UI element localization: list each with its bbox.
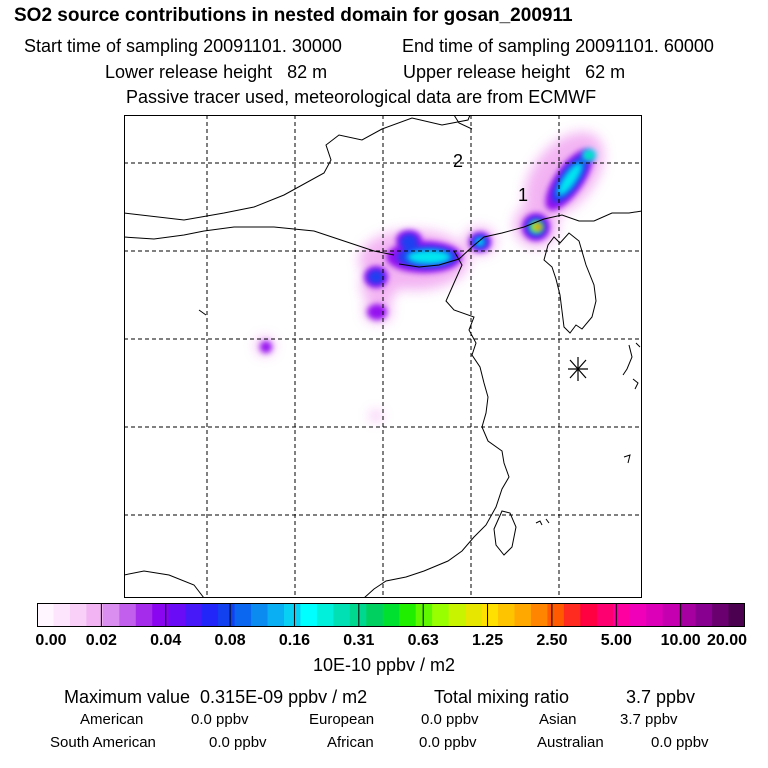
source-name-american: American	[80, 711, 144, 728]
coastline	[124, 115, 642, 598]
source-value-african: 0.0 ppbv	[419, 734, 477, 751]
colorbar-cell	[679, 603, 697, 627]
colorbar-cell	[119, 603, 137, 627]
source-name-asian: Asian	[539, 711, 577, 728]
colorbar-cell	[415, 603, 433, 627]
tracer-note: Passive tracer used, meteorological data…	[126, 87, 597, 107]
colorbar-cell	[69, 603, 87, 627]
plot-title: SO2 source contributions in nested domai…	[14, 5, 573, 26]
colorbar-cell	[498, 603, 516, 627]
colorbar-cell	[596, 603, 614, 627]
source-name-african: African	[327, 734, 374, 751]
end-time-label: End time of sampling 20091101. 60000	[402, 36, 714, 56]
colorbar-tick-label: 5.00	[600, 632, 632, 649]
upper-release-label: Upper release height 62 m	[403, 62, 626, 82]
source-value-australian: 0.0 ppbv	[651, 734, 709, 751]
colorbar-cell	[316, 603, 334, 627]
marker-label-2: 2	[453, 151, 463, 171]
colorbar-cell	[530, 603, 549, 627]
colorbar	[37, 603, 745, 627]
total-mixing-label: Total mixing ratio	[434, 687, 570, 707]
colorbar-cell	[37, 603, 55, 627]
colorbar-cell	[580, 603, 598, 627]
colorbar-cell	[728, 603, 745, 627]
colorbar-tick-label: 0.08	[214, 632, 246, 649]
colorbar-cell	[135, 603, 153, 627]
colorbar-tick-label: 10.00	[660, 632, 701, 649]
colorbar-cell	[218, 603, 236, 627]
colorbar-cell	[234, 603, 252, 627]
colorbar-tick-label: 1.25	[471, 632, 504, 649]
colorbar-cell	[185, 603, 203, 627]
max-value-label: Maximum value 0.315E-09 ppbv / m2	[64, 687, 368, 707]
source-name-australian: Australian	[537, 734, 604, 751]
colorbar-cell	[251, 603, 269, 627]
colorbar-cell	[382, 603, 400, 627]
lower-release-label: Lower release height 82 m	[105, 62, 328, 82]
station-star-icon	[568, 357, 588, 381]
colorbar-cell	[448, 603, 466, 627]
colorbar-tick-label: 0.63	[407, 632, 439, 649]
colorbar-tick-label: 0.00	[35, 632, 67, 649]
colorbar-cell	[547, 603, 565, 627]
colorbar-tick-label: 0.04	[150, 632, 182, 649]
colorbar-cell	[152, 603, 170, 627]
source-name-european: European	[309, 711, 375, 728]
colorbar-cell	[563, 603, 581, 627]
colorbar-cell	[712, 603, 730, 627]
colorbar-cell	[646, 603, 664, 627]
map-panel: 2 1	[124, 115, 642, 598]
source-name-south-american: South American	[50, 734, 156, 751]
colorbar-tick-label: 2.50	[536, 632, 568, 649]
colorbar-cell	[366, 603, 384, 627]
colorbar-cell	[465, 603, 483, 627]
colorbar-tick-label: 20.00	[706, 632, 748, 649]
colorbar-cell	[481, 603, 499, 627]
colorbar-cell	[695, 603, 713, 627]
colorbar-cell	[102, 603, 120, 627]
colorbar-cell	[283, 603, 302, 627]
marker-label-1: 1	[518, 185, 528, 205]
start-time-label: Start time of sampling 20091101. 30000	[24, 36, 342, 56]
colorbar-cell	[300, 603, 318, 627]
colorbar-tick-label: 0.16	[278, 632, 311, 649]
source-value-south-american: 0.0 ppbv	[209, 734, 267, 751]
total-mixing-value: 3.7 ppbv	[626, 687, 696, 707]
colorbar-cell	[201, 603, 219, 627]
colorbar-cell	[399, 603, 417, 627]
colorbar-tick-label: 0.31	[343, 632, 375, 649]
colorbar-cell	[53, 603, 71, 627]
colorbar-cell	[168, 603, 186, 627]
colorbar-cell	[629, 603, 647, 627]
colorbar-cell	[86, 603, 104, 627]
colorbar-cell	[613, 603, 631, 627]
colorbar-unit: 10E-10 ppbv / m2	[312, 655, 456, 675]
source-value-european: 0.0 ppbv	[421, 711, 479, 728]
colorbar-cell	[662, 603, 680, 627]
colorbar-tick-label: 0.02	[85, 632, 117, 649]
colorbar-cell	[514, 603, 532, 627]
source-value-american: 0.0 ppbv	[191, 711, 249, 728]
colorbar-cell	[432, 603, 450, 627]
colorbar-cell	[333, 603, 351, 627]
colorbar-cell	[267, 603, 285, 627]
source-value-asian: 3.7 ppbv	[620, 711, 678, 728]
lat-lon-grid	[124, 115, 642, 598]
